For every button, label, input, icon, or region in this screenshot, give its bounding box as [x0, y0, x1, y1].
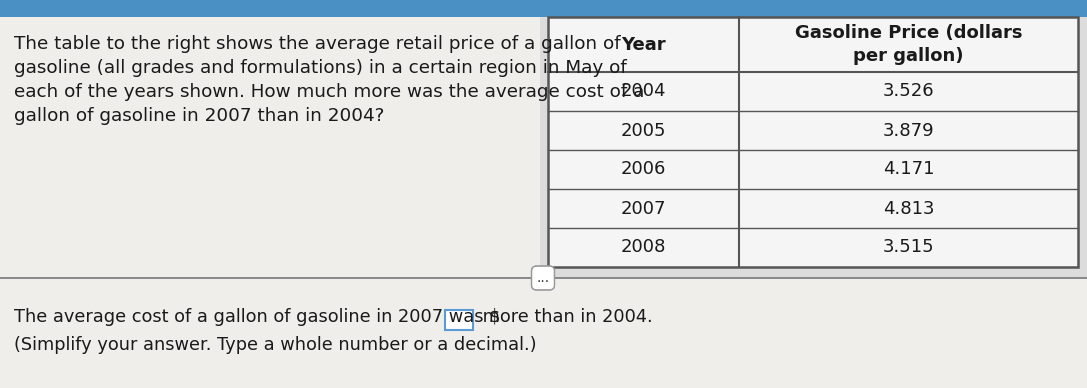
Text: 2004: 2004	[621, 83, 666, 100]
Text: 4.813: 4.813	[883, 199, 934, 218]
Bar	[548, 17, 1078, 267]
Text: 2006: 2006	[621, 161, 666, 178]
Text: 2007: 2007	[621, 199, 666, 218]
Text: ...: ...	[537, 271, 550, 285]
Text: more than in 2004.: more than in 2004.	[477, 308, 652, 326]
Text: Year: Year	[621, 35, 665, 54]
Text: 3.879: 3.879	[883, 121, 934, 140]
Text: gasoline (all grades and formulations) in a certain region in May of: gasoline (all grades and formulations) i…	[14, 59, 627, 77]
Bar	[445, 310, 473, 330]
Text: (Simplify your answer. Type a whole number or a decimal.): (Simplify your answer. Type a whole numb…	[14, 336, 537, 354]
Text: Gasoline Price (dollars
per gallon): Gasoline Price (dollars per gallon)	[795, 24, 1022, 64]
Text: 2008: 2008	[621, 239, 666, 256]
Text: gallon of gasoline in 2007 than in 2004?: gallon of gasoline in 2007 than in 2004?	[14, 107, 385, 125]
Text: ...: ...	[537, 271, 550, 285]
Bar	[0, 0, 1087, 17]
Text: 2005: 2005	[621, 121, 666, 140]
Text: The average cost of a gallon of gasoline in 2007 was $: The average cost of a gallon of gasoline…	[14, 308, 500, 326]
Text: each of the years shown. How much more was the average cost of a: each of the years shown. How much more w…	[14, 83, 645, 101]
Text: The table to the right shows the average retail price of a gallon of: The table to the right shows the average…	[14, 35, 621, 53]
Bar	[0, 278, 1087, 388]
Text: 3.515: 3.515	[883, 239, 934, 256]
Bar	[0, 17, 540, 277]
Text: 4.171: 4.171	[883, 161, 934, 178]
Text: 3.526: 3.526	[883, 83, 934, 100]
